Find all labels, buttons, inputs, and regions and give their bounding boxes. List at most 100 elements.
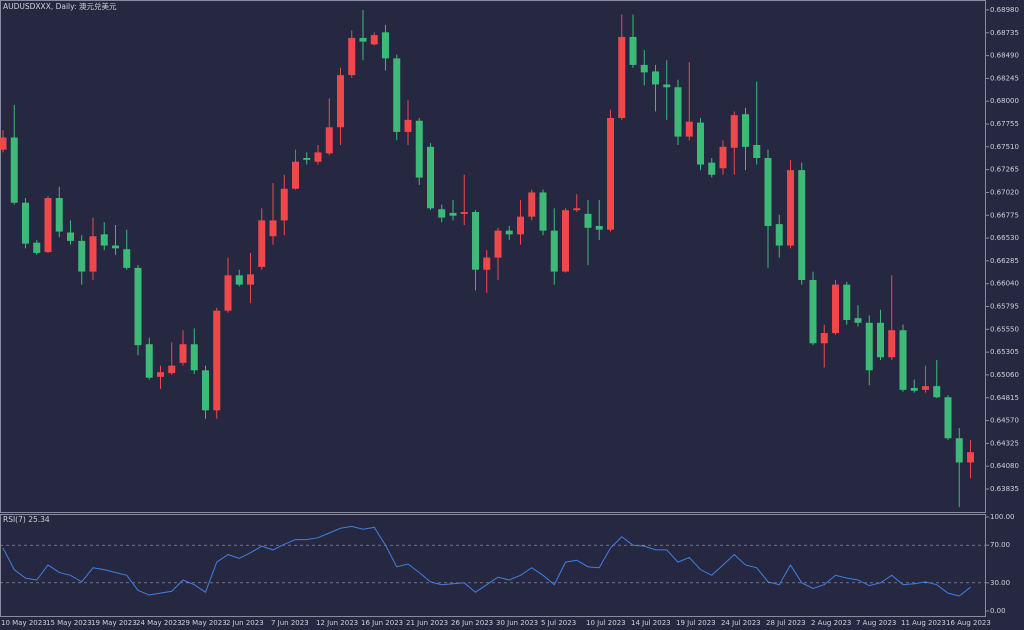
x-tick-label: 10 May 2023 <box>1 619 47 627</box>
y-tick-label: 70.00 <box>990 541 1010 549</box>
candle-body <box>404 119 412 132</box>
candle-body <box>78 240 86 272</box>
x-tick-label: 21 Jun 2023 <box>406 619 448 627</box>
candle-body <box>505 230 513 235</box>
indicator-line <box>2 525 971 597</box>
candle-body <box>595 225 603 230</box>
candle-body <box>652 71 659 85</box>
y-tick-label: 0.67265 <box>990 166 1019 174</box>
y-tick-label: 0.67510 <box>990 143 1019 151</box>
candle-body <box>348 37 356 76</box>
candle-body <box>314 152 322 162</box>
candle-body <box>247 274 254 285</box>
y-tick-label: 0.65550 <box>990 325 1019 333</box>
candle-body <box>764 158 772 226</box>
candle-body <box>697 122 704 165</box>
candle-body <box>427 146 434 209</box>
y-tick-label: 0.67020 <box>990 188 1019 196</box>
y-tick-label: 0.63835 <box>990 485 1019 493</box>
candle-body <box>663 84 671 88</box>
candle-body <box>370 35 378 45</box>
x-tick-label: 16 Jun 2023 <box>361 619 403 627</box>
candle-body <box>517 216 524 235</box>
x-tick-label: 7 Aug 2023 <box>856 619 896 627</box>
candle-body <box>145 344 153 378</box>
candle-body <box>337 75 344 128</box>
candle-body <box>922 386 929 390</box>
candle-body <box>820 333 828 344</box>
candle-body <box>202 370 209 411</box>
y-tick-label: 100.00 <box>990 513 1015 521</box>
candle-body <box>449 212 457 216</box>
x-tick-label: 10 Jul 2023 <box>586 619 626 627</box>
candle-body <box>67 232 74 241</box>
candle-body <box>742 114 749 147</box>
candle-body <box>123 249 131 268</box>
candle-body <box>22 202 29 244</box>
candle-body <box>888 330 896 358</box>
candle-body <box>190 344 198 371</box>
candle-body <box>573 208 581 211</box>
candle-body <box>359 37 367 42</box>
candle-body <box>798 170 806 280</box>
candle-body <box>393 58 401 132</box>
x-tick-label: 28 Jul 2023 <box>766 619 806 627</box>
y-tick-label: 0.64080 <box>990 462 1019 470</box>
candle-body <box>460 212 468 214</box>
y-tick-label: 0.65060 <box>990 371 1019 379</box>
candle-body <box>944 397 952 439</box>
candle-body <box>134 267 142 346</box>
x-tick-label: 24 Jul 2023 <box>721 619 761 627</box>
y-tick-label: 0.68490 <box>990 52 1019 60</box>
x-tick-label: 7 Jun 2023 <box>271 619 309 627</box>
candle-body <box>787 170 794 246</box>
candle-body <box>168 365 176 374</box>
candle-body <box>640 64 648 73</box>
candle-body <box>472 212 479 270</box>
x-tick-label: 12 Jun 2023 <box>316 619 358 627</box>
candle-body <box>33 242 41 253</box>
candle-body <box>292 161 299 189</box>
candle-body <box>854 318 862 323</box>
x-tick-label: 5 Jul 2023 <box>541 619 576 627</box>
candle-body <box>899 330 907 390</box>
candle-body <box>809 279 817 344</box>
candle-body <box>708 162 716 175</box>
candle-body <box>10 137 18 203</box>
y-tick-label: 0.00 <box>990 607 1006 615</box>
candle-body <box>618 36 626 118</box>
candle-body <box>100 234 108 246</box>
x-tick-label: 2 Jun 2023 <box>226 619 264 627</box>
indicator-title: RSI(7) 25.34 <box>3 515 50 524</box>
x-tick-label: 2 Aug 2023 <box>811 619 851 627</box>
candle-body <box>213 310 221 411</box>
candle-body <box>258 220 266 267</box>
candle-body <box>629 36 637 65</box>
candle-body <box>112 245 119 249</box>
candle-body <box>865 322 873 371</box>
x-tick-label: 19 May 2023 <box>91 619 137 627</box>
candle-body <box>775 224 783 246</box>
x-tick-label: 30 Jun 2023 <box>496 619 538 627</box>
candle-body <box>967 452 974 463</box>
y-tick-label: 0.65795 <box>990 303 1019 311</box>
candle-body <box>832 284 839 334</box>
candle-body <box>415 120 423 178</box>
candle-body <box>55 198 63 232</box>
candle-body <box>910 387 918 391</box>
candle-body <box>303 158 311 160</box>
candle-body <box>157 372 164 377</box>
y-tick-label: 0.64325 <box>990 439 1019 447</box>
y-tick-label: 0.68245 <box>990 74 1019 82</box>
candle-body <box>753 144 761 159</box>
candle-body <box>562 210 569 272</box>
candle-body <box>269 220 277 237</box>
y-tick-label: 0.66040 <box>990 280 1019 288</box>
candle-body <box>382 32 389 59</box>
candle-body <box>674 87 682 137</box>
candle-body <box>933 386 941 398</box>
x-tick-label: 19 Jul 2023 <box>676 619 716 627</box>
